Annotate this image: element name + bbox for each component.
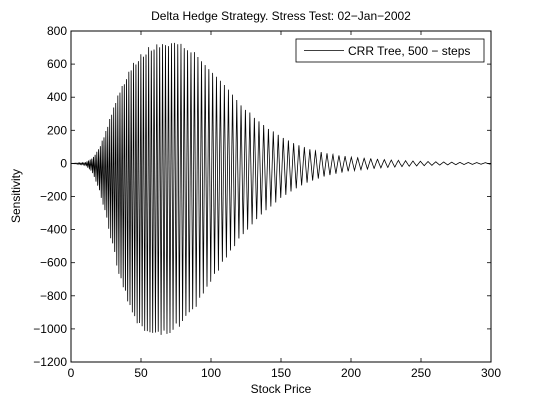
y-tick-label: −400 [40,223,67,237]
series-line [70,42,492,335]
x-tick-label: 100 [201,366,221,380]
y-tick-label: −200 [40,190,67,204]
chart-title: Delta Hedge Strategy. Stress Test: 02−Ja… [151,9,411,23]
x-tick-label: 150 [271,366,291,380]
x-axis-label: Stock Price [251,382,312,396]
y-tick-label: −600 [40,256,67,270]
x-tick-label: 250 [411,366,431,380]
y-tick-label: −1000 [33,322,67,336]
y-tick-label: 0 [60,156,67,170]
x-tick-label: 300 [481,366,501,380]
legend: CRR Tree, 500 − steps [295,38,485,63]
y-tick-label: −800 [40,289,67,303]
axis-ticks: 0 50 100 150 200 250 300 −1200 −1000 −800 −600 −400… [33,24,501,380]
legend-entry: CRR Tree, 500 − steps [348,44,470,58]
x-tick-label: 200 [341,366,361,380]
y-axis-label: Sensitivity [9,169,23,223]
y-tick-label: 600 [47,57,67,71]
y-tick-label: −1200 [33,355,67,369]
y-tick-label: 200 [47,123,67,137]
y-tick-label: 800 [47,24,67,38]
x-tick-label: 0 [68,366,75,380]
x-tick-label: 50 [134,366,148,380]
y-tick-label: 400 [47,90,67,104]
legend-box [295,38,485,63]
